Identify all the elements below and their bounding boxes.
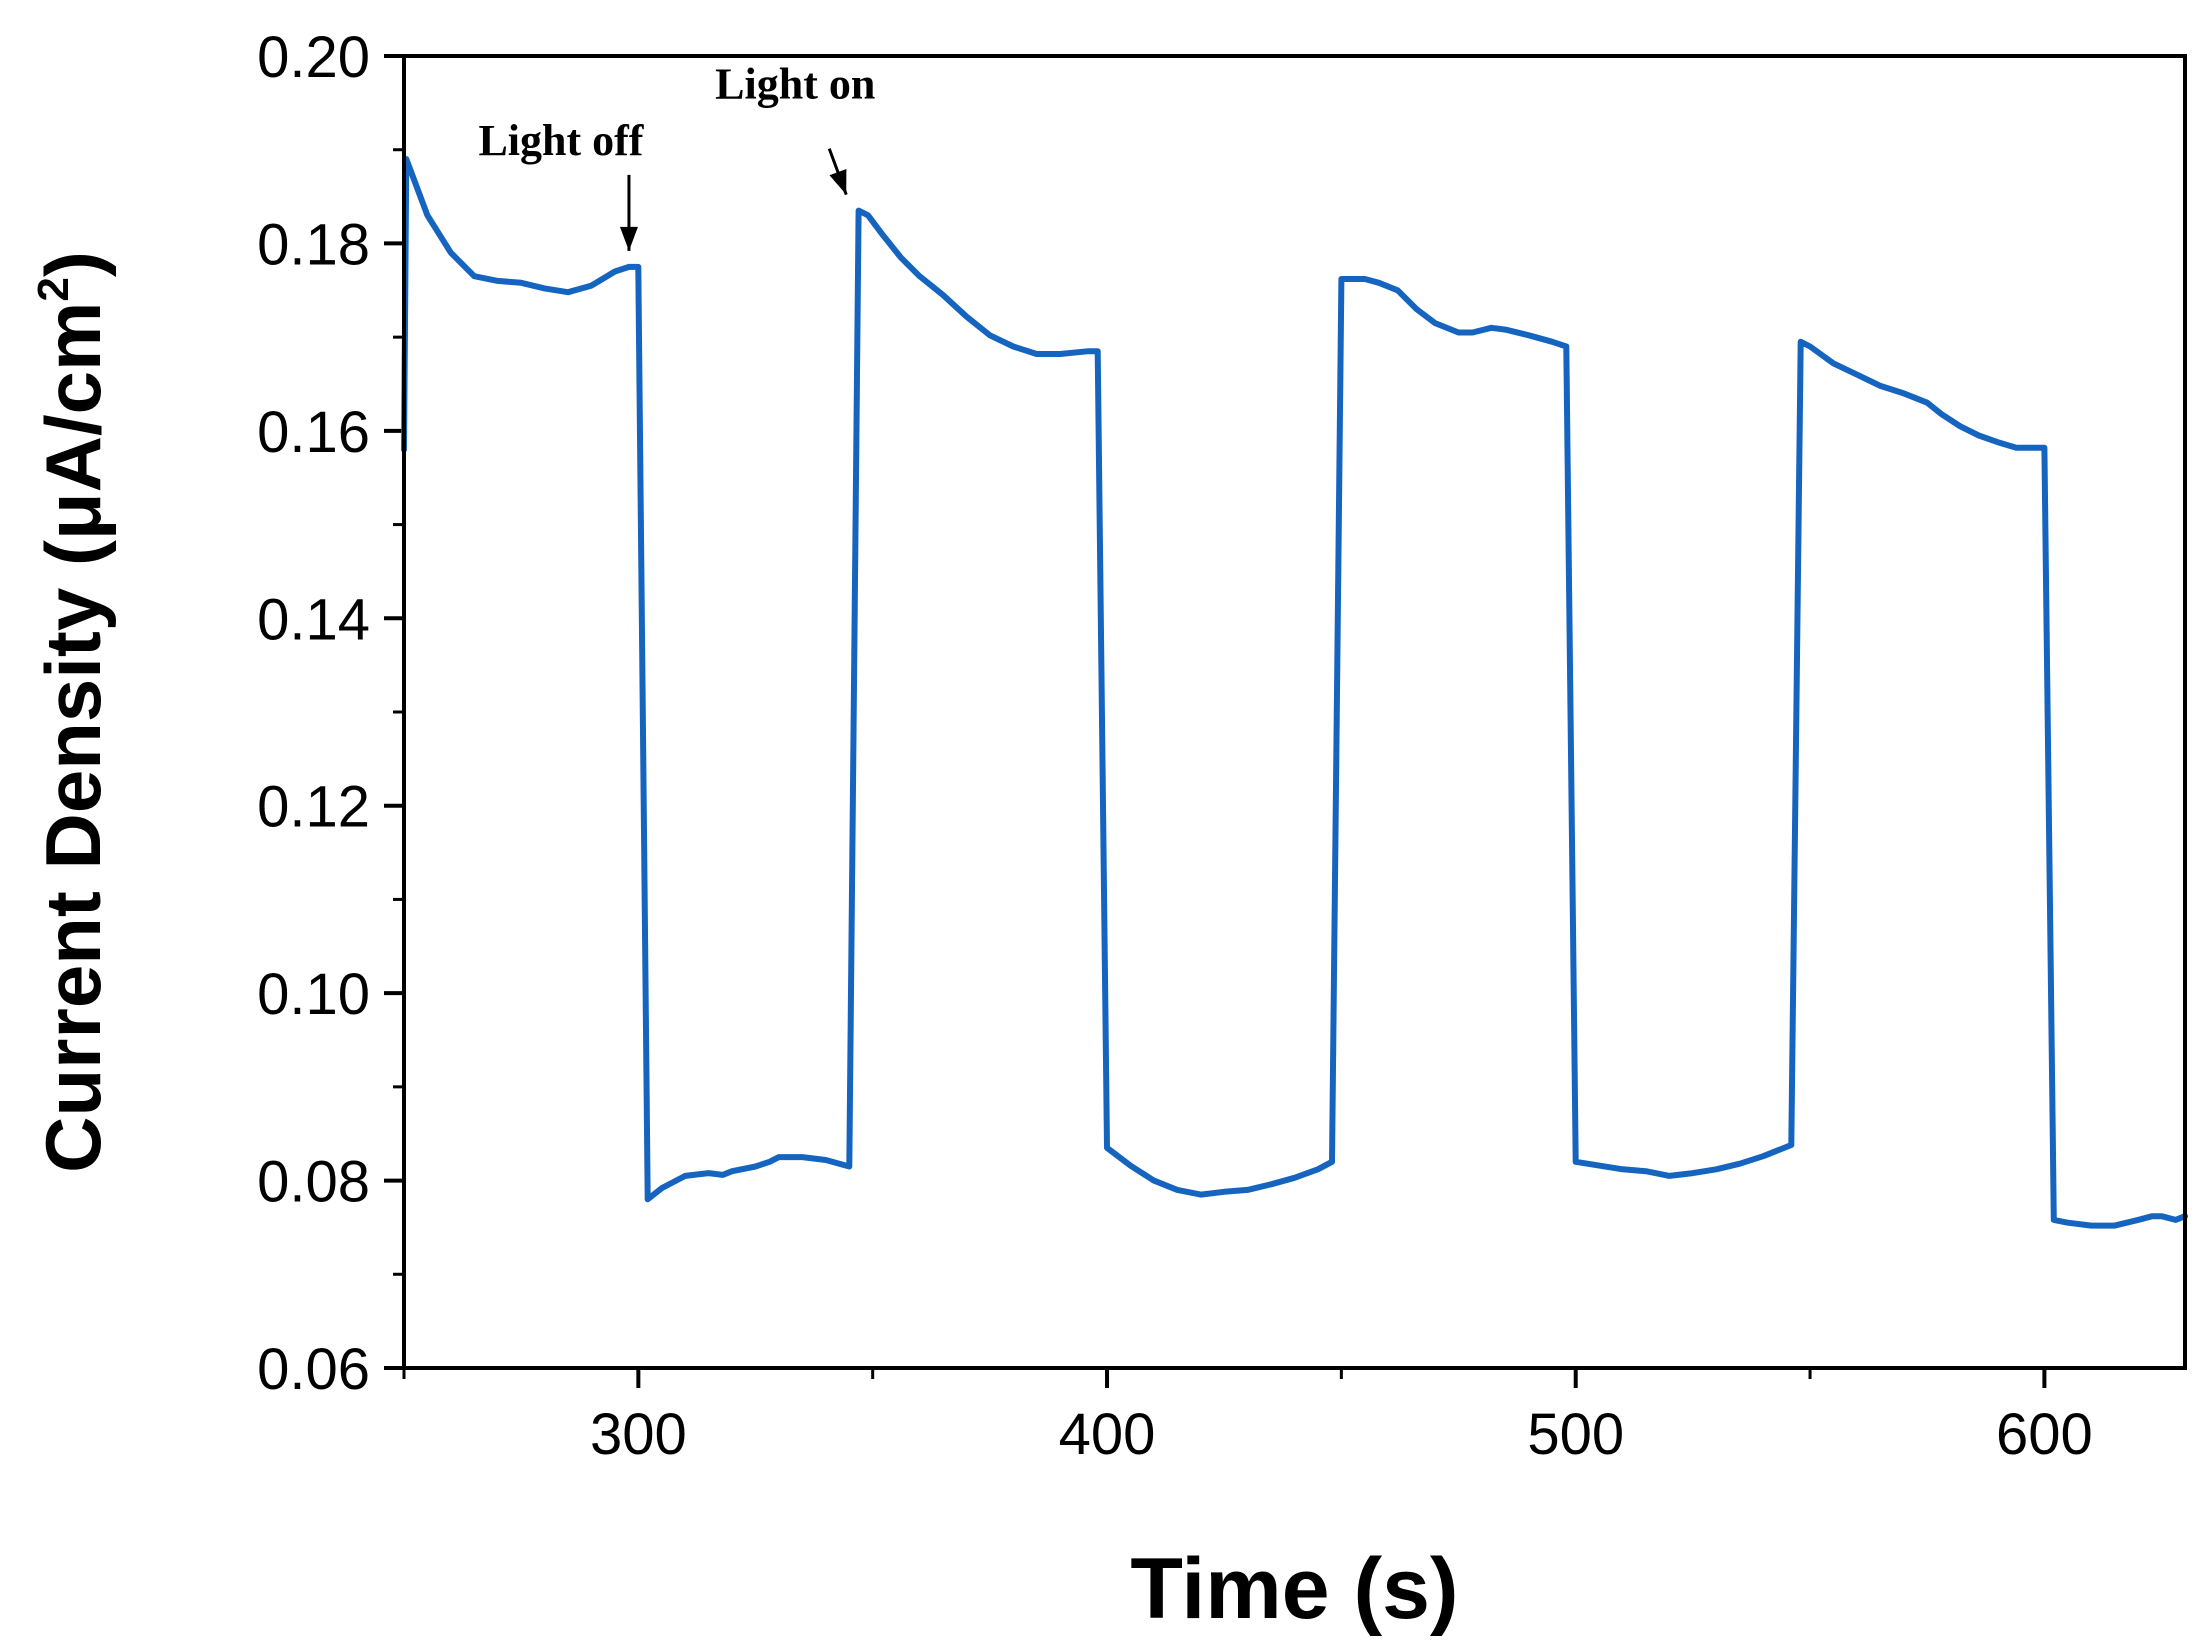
y-tick-label: 0.18: [257, 212, 370, 277]
annotation-arrowhead: [829, 168, 847, 195]
x-tick-label: 600: [1996, 1402, 2093, 1467]
y-axis-title-close: ): [29, 251, 117, 277]
x-tick-label: 500: [1527, 1402, 1624, 1467]
annotations: Light off Light on: [478, 60, 875, 251]
y-tick-label: 0.08: [257, 1150, 370, 1215]
x-axis-title: Time (s): [1130, 1541, 1458, 1637]
annotation-arrowhead: [619, 226, 638, 251]
annotation-label: Light on: [715, 60, 875, 109]
y-tick-label: 0.20: [257, 25, 370, 90]
plot-frame: [402, 54, 2187, 1370]
y-tick-label: 0.12: [257, 775, 370, 840]
y-tick-label: 0.10: [257, 962, 370, 1027]
y-tick-label: 0.14: [257, 587, 370, 652]
series-line: [401, 156, 2188, 1229]
x-tick-label: 400: [1059, 1402, 1156, 1467]
y-tick-label: 0.06: [257, 1337, 370, 1402]
major-ticks: [384, 54, 2047, 1388]
annotation-label: Light off: [478, 116, 644, 165]
y-axis-title-sup: 2: [29, 277, 78, 301]
y-axis-title-main: Current Density (μA/cm: [29, 302, 117, 1173]
y-axis-title: Current Density (μA/cm2): [29, 251, 117, 1173]
tick-labels: 300 400 500 600 0.06 0.08 0.10 0.12 0.14 0.16 0.18…: [257, 25, 2093, 1467]
x-tick-label: 300: [590, 1402, 687, 1467]
y-tick-label: 0.16: [257, 400, 370, 465]
